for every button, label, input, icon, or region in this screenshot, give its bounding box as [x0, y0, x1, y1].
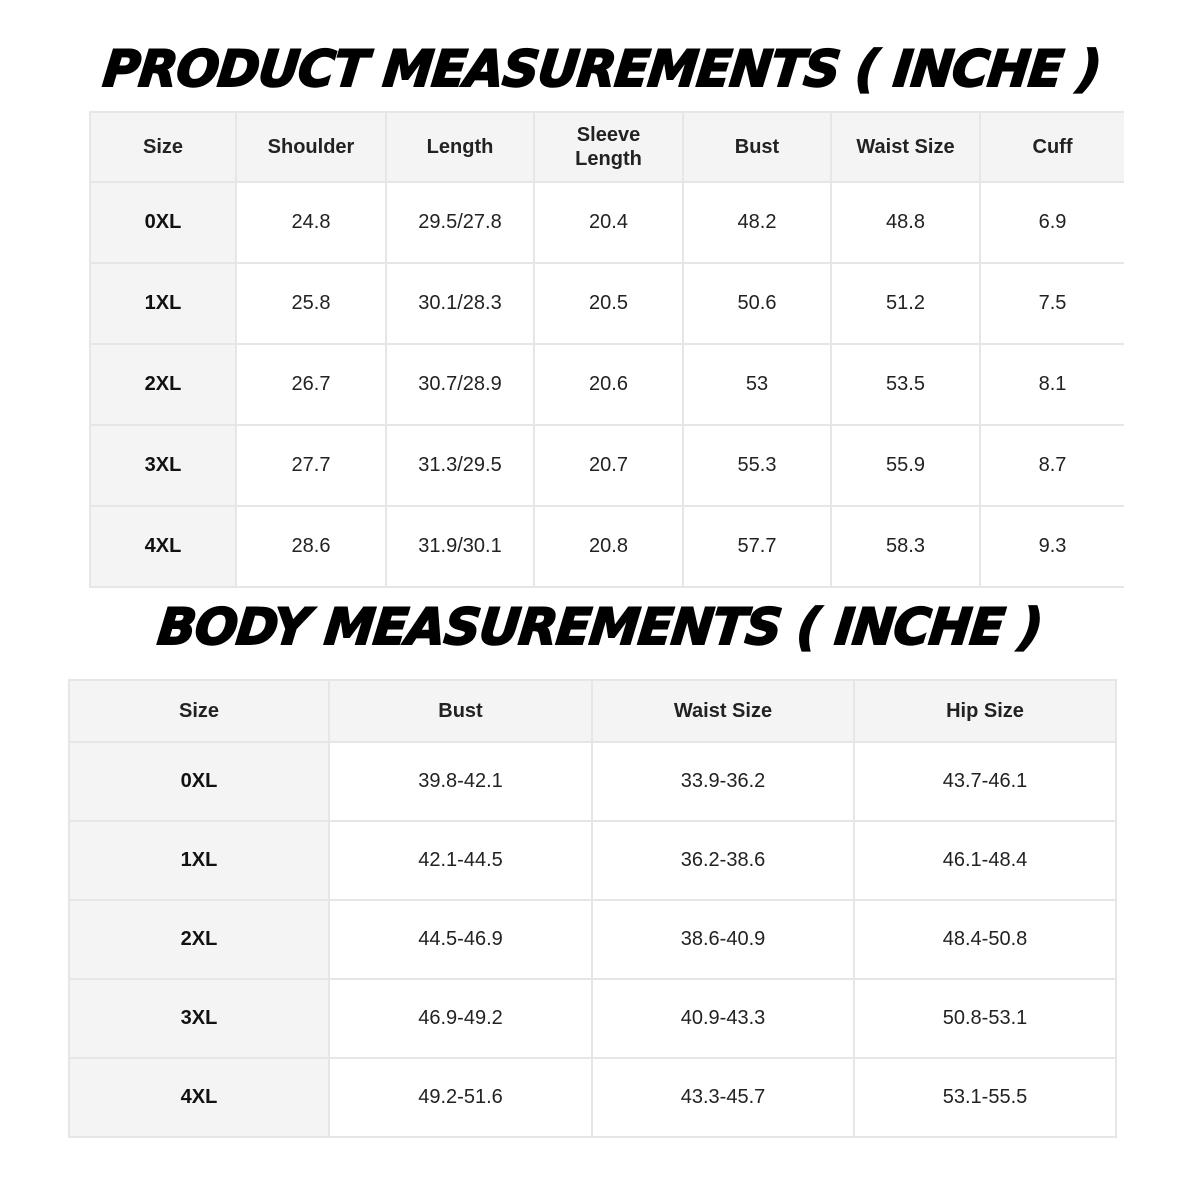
- product-measurements-title: PRODUCT MEASUREMENTS ( INCHE ): [100, 39, 1105, 99]
- table-row: 3XL 27.7 31.3/29.5 20.7 55.3 55.9 8.7: [89, 424, 1124, 507]
- column-header: Hip Size: [853, 679, 1117, 743]
- measurement-cell: 9.3: [979, 505, 1124, 588]
- measurement-cell: 38.6-40.9: [591, 899, 855, 980]
- measurement-cell: 42.1-44.5: [328, 820, 593, 901]
- table-row: 4XL 49.2-51.6 43.3-45.7 53.1-55.5: [68, 1057, 1117, 1138]
- measurement-cell: 57.7: [682, 505, 832, 588]
- measurement-cell: 50.8-53.1: [853, 978, 1117, 1059]
- measurement-cell: 25.8: [235, 262, 387, 345]
- measurement-cell: 30.1/28.3: [385, 262, 535, 345]
- measurement-cell: 53.1-55.5: [853, 1057, 1117, 1138]
- measurement-cell: 48.8: [830, 181, 981, 264]
- measurement-cell: 8.1: [979, 343, 1124, 426]
- column-header: Length: [385, 111, 535, 183]
- table-row: 0XL 24.8 29.5/27.8 20.4 48.2 48.8 6.9: [89, 181, 1124, 264]
- measurement-cell: 51.2: [830, 262, 981, 345]
- measurement-cell: 26.7: [235, 343, 387, 426]
- measurement-cell: 44.5-46.9: [328, 899, 593, 980]
- column-header: Size: [68, 679, 330, 743]
- measurement-cell: 46.9-49.2: [328, 978, 593, 1059]
- measurement-cell: 7.5: [979, 262, 1124, 345]
- size-cell: 3XL: [89, 424, 237, 507]
- measurement-cell: 43.7-46.1: [853, 741, 1117, 822]
- table-row: 1XL 42.1-44.5 36.2-38.6 46.1-48.4: [68, 820, 1117, 901]
- measurement-cell: 20.4: [533, 181, 684, 264]
- product-measurements-table: Size Shoulder Length Sleeve Length Bust Waist…: [89, 111, 1124, 588]
- measurement-cell: 53.5: [830, 343, 981, 426]
- measurement-cell: 31.9/30.1: [385, 505, 535, 588]
- body-measurements-title: BODY MEASUREMENTS ( INCHE ): [154, 597, 1046, 657]
- measurement-cell: 24.8: [235, 181, 387, 264]
- measurement-cell: 27.7: [235, 424, 387, 507]
- table-row: 2XL 44.5-46.9 38.6-40.9 48.4-50.8: [68, 899, 1117, 980]
- measurement-cell: 29.5/27.8: [385, 181, 535, 264]
- measurement-cell: 30.7/28.9: [385, 343, 535, 426]
- table-row: 3XL 46.9-49.2 40.9-43.3 50.8-53.1: [68, 978, 1117, 1059]
- column-header: Bust: [328, 679, 593, 743]
- measurement-cell: 6.9: [979, 181, 1124, 264]
- size-cell: 4XL: [89, 505, 237, 588]
- column-header: Waist Size: [830, 111, 981, 183]
- column-header: Waist Size: [591, 679, 855, 743]
- measurement-cell: 49.2-51.6: [328, 1057, 593, 1138]
- size-cell: 1XL: [68, 820, 330, 901]
- size-cell: 3XL: [68, 978, 330, 1059]
- column-header: Size: [89, 111, 237, 183]
- measurement-cell: 53: [682, 343, 832, 426]
- measurement-cell: 33.9-36.2: [591, 741, 855, 822]
- size-cell: 2XL: [89, 343, 237, 426]
- measurement-cell: 36.2-38.6: [591, 820, 855, 901]
- measurement-cell: 20.6: [533, 343, 684, 426]
- column-header: Bust: [682, 111, 832, 183]
- size-cell: 0XL: [68, 741, 330, 822]
- size-cell: 4XL: [68, 1057, 330, 1138]
- size-cell: 0XL: [89, 181, 237, 264]
- measurement-cell: 46.1-48.4: [853, 820, 1117, 901]
- column-header: Shoulder: [235, 111, 387, 183]
- column-header: Sleeve Length: [533, 111, 684, 183]
- table-row: 4XL 28.6 31.9/30.1 20.8 57.7 58.3 9.3: [89, 505, 1124, 588]
- measurement-cell: 20.5: [533, 262, 684, 345]
- measurement-cell: 20.7: [533, 424, 684, 507]
- size-cell: 1XL: [89, 262, 237, 345]
- body-measurements-table: Size Bust Waist Size Hip Size 0XL 39.8-42.1 33…: [68, 679, 1117, 1138]
- table-row: 1XL 25.8 30.1/28.3 20.5 50.6 51.2 7.5: [89, 262, 1124, 345]
- measurement-cell: 39.8-42.1: [328, 741, 593, 822]
- measurement-cell: 40.9-43.3: [591, 978, 855, 1059]
- measurement-cell: 43.3-45.7: [591, 1057, 855, 1138]
- header-row: Size Shoulder Length Sleeve Length Bust Waist…: [89, 111, 1124, 183]
- column-header: Cuff: [979, 111, 1124, 183]
- table-row: 2XL 26.7 30.7/28.9 20.6 53 53.5 8.1: [89, 343, 1124, 426]
- size-cell: 2XL: [68, 899, 330, 980]
- measurement-cell: 58.3: [830, 505, 981, 588]
- measurement-cell: 55.3: [682, 424, 832, 507]
- measurement-cell: 28.6: [235, 505, 387, 588]
- table-row: 0XL 39.8-42.1 33.9-36.2 43.7-46.1: [68, 741, 1117, 822]
- measurement-cell: 55.9: [830, 424, 981, 507]
- measurement-cell: 31.3/29.5: [385, 424, 535, 507]
- header-row: Size Bust Waist Size Hip Size: [68, 679, 1117, 743]
- measurement-cell: 50.6: [682, 262, 832, 345]
- measurement-cell: 48.2: [682, 181, 832, 264]
- measurement-cell: 20.8: [533, 505, 684, 588]
- measurement-cell: 48.4-50.8: [853, 899, 1117, 980]
- measurement-cell: 8.7: [979, 424, 1124, 507]
